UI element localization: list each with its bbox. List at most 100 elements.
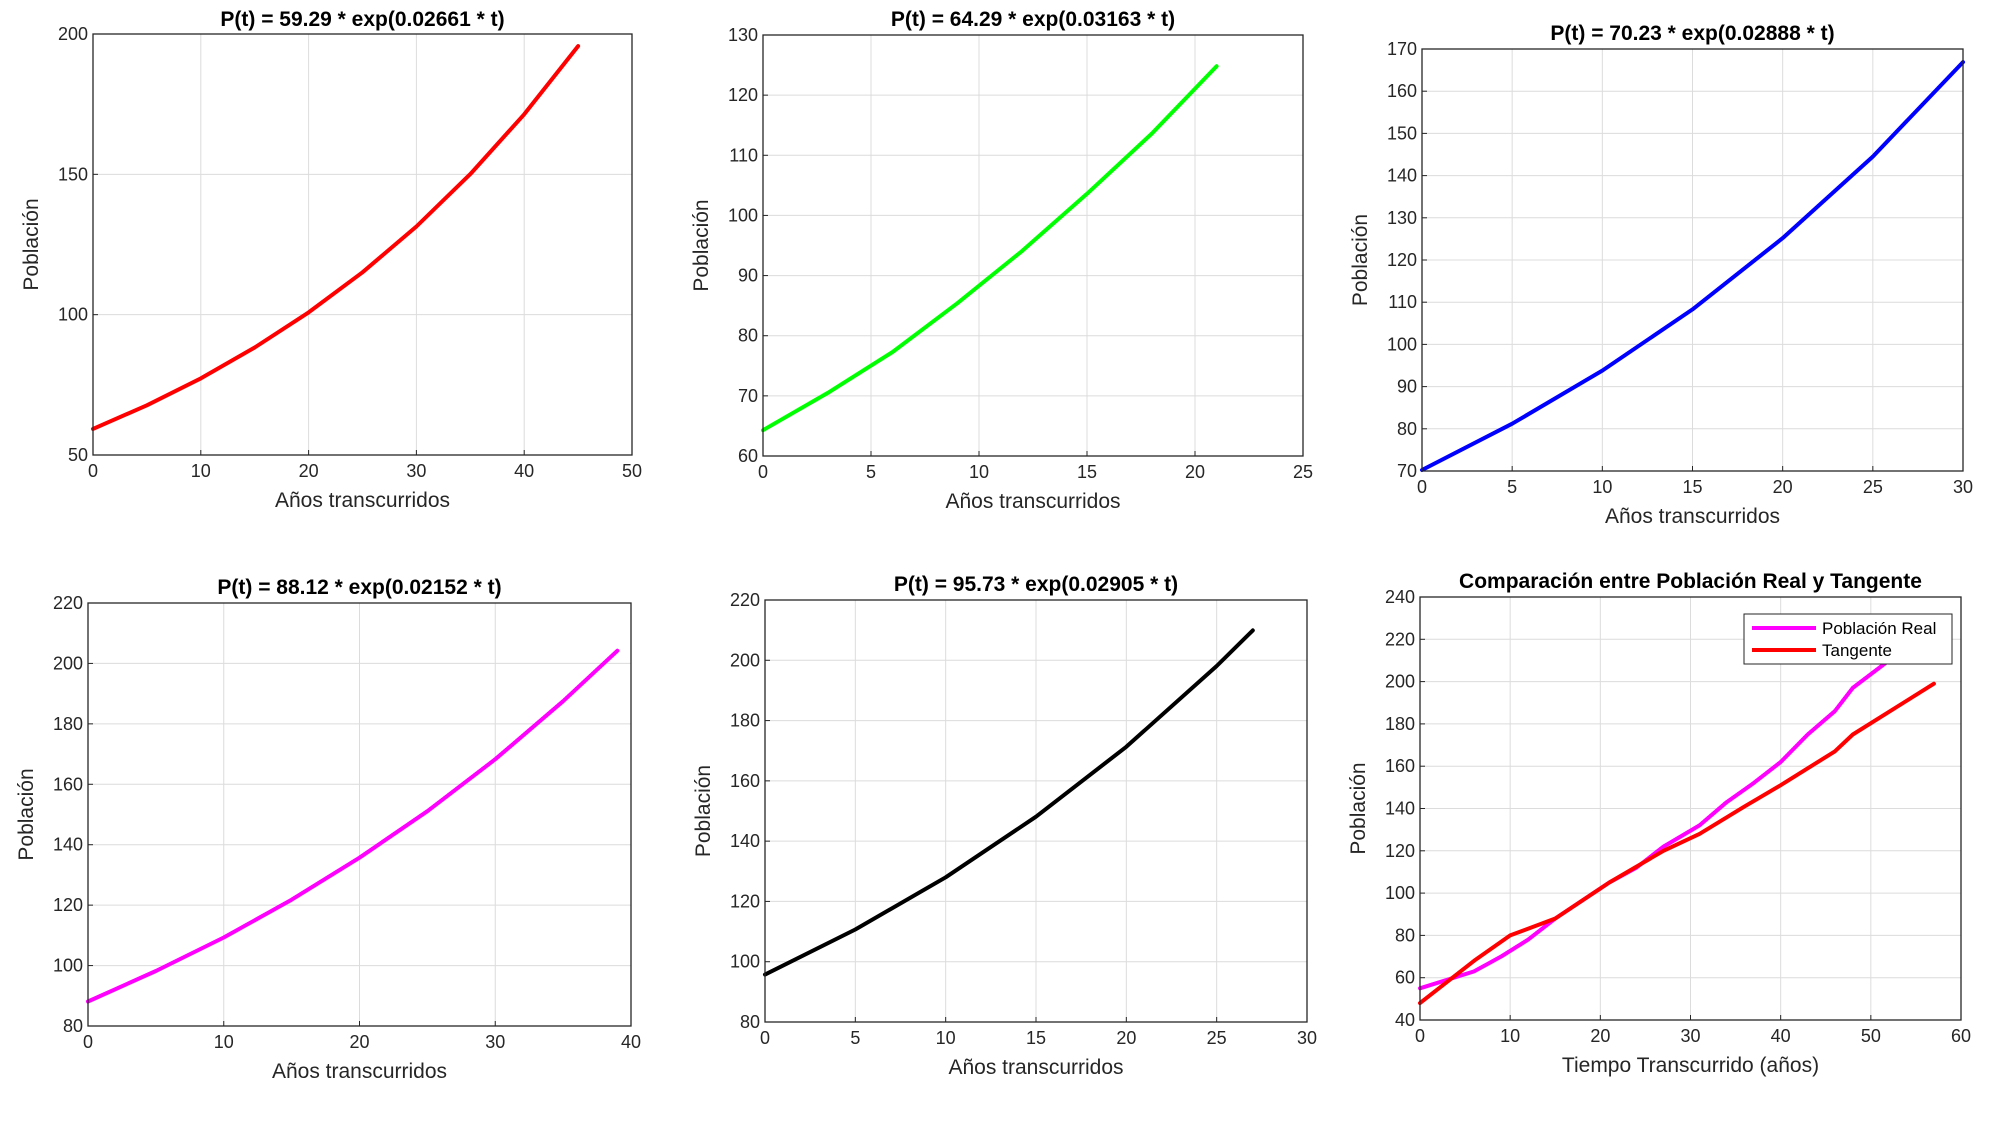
y-tick-label: 100 xyxy=(1385,883,1415,903)
axes-frame xyxy=(762,34,1304,457)
y-tick-label: 70 xyxy=(738,386,758,406)
y-tick-label: 90 xyxy=(1397,377,1417,397)
x-tick-label: 10 xyxy=(214,1032,234,1052)
y-tick-label: 40 xyxy=(1395,1010,1415,1030)
x-tick-label: 20 xyxy=(299,461,319,481)
x-axis-label: Años transcurridos xyxy=(948,1056,1123,1079)
x-tick-label: 0 xyxy=(758,462,768,482)
y-tick-label: 100 xyxy=(730,952,760,972)
y-tick-label: 200 xyxy=(1385,672,1415,692)
axes-frame xyxy=(92,33,633,456)
x-tick-label: 30 xyxy=(406,461,426,481)
y-tick-label: 160 xyxy=(53,774,83,794)
chart-5: 0 5 10 15 20 25 30 80 100 120 140 160 180 200 220 P(t) … xyxy=(692,573,1317,1079)
legend-label: Tangente xyxy=(1822,641,1892,660)
y-axis-label: Población xyxy=(20,198,43,290)
x-tick-label: 10 xyxy=(936,1028,956,1048)
series-line-1 xyxy=(763,628,1255,977)
x-tick-label: 40 xyxy=(621,1032,641,1052)
y-axis-label: Población xyxy=(1349,214,1372,306)
y-tick-label: 150 xyxy=(1387,123,1417,143)
x-tick-label: 10 xyxy=(191,461,211,481)
chart-title: P(t) = 59.29 * exp(0.02661 * t) xyxy=(220,8,504,31)
y-tick-label: 100 xyxy=(58,305,88,325)
y-tick-label: 200 xyxy=(730,650,760,670)
y-tick-label: 130 xyxy=(1387,208,1417,228)
chart-2: 0 5 10 15 20 25 60 70 80 90 100 110 120 130 P(t) = 64.… xyxy=(690,8,1313,513)
y-tick-label: 90 xyxy=(738,266,758,286)
plot-area xyxy=(763,35,1303,456)
y-tick-label: 140 xyxy=(730,831,760,851)
plot-area xyxy=(93,34,632,455)
chart-3: 0 5 10 15 20 25 30 70 80 90 100 110 120 130 140 150 160 1… xyxy=(1349,22,1973,528)
y-tick-label: 100 xyxy=(53,956,83,976)
y-tick-label: 70 xyxy=(1397,461,1417,481)
y-tick-label: 120 xyxy=(730,891,760,911)
chart-4: 0 10 20 30 40 80 100 120 140 160 180 200 220 P(t) = 8… xyxy=(15,576,641,1083)
chart-title: P(t) = 64.29 * exp(0.03163 * t) xyxy=(891,8,1175,31)
y-tick-label: 120 xyxy=(728,85,758,105)
y-tick-label: 80 xyxy=(740,1012,760,1032)
series-line-1 xyxy=(1418,658,1891,991)
y-tick-label: 140 xyxy=(1387,166,1417,186)
y-tick-label: 170 xyxy=(1387,39,1417,59)
series-line-2 xyxy=(1418,681,1936,1006)
x-tick-label: 15 xyxy=(1077,462,1097,482)
x-axis-label: Años transcurridos xyxy=(275,489,450,512)
y-axis-label: Población xyxy=(15,768,38,860)
y-tick-label: 120 xyxy=(53,895,83,915)
x-tick-label: 20 xyxy=(1773,477,1793,497)
series-line-1 xyxy=(1420,60,1965,472)
y-tick-label: 100 xyxy=(1387,334,1417,354)
x-tick-label: 0 xyxy=(88,461,98,481)
x-tick-label: 25 xyxy=(1207,1028,1227,1048)
x-tick-label: 25 xyxy=(1293,462,1313,482)
y-tick-label: 200 xyxy=(58,24,88,44)
x-tick-label: 30 xyxy=(1297,1028,1317,1048)
x-tick-label: 10 xyxy=(1500,1026,1520,1046)
y-tick-label: 80 xyxy=(63,1016,83,1036)
x-tick-label: 25 xyxy=(1863,477,1883,497)
y-tick-label: 180 xyxy=(730,711,760,731)
legend-box xyxy=(1743,613,1953,665)
y-tick-label: 160 xyxy=(1385,756,1415,776)
y-tick-label: 140 xyxy=(1385,799,1415,819)
series-line-1 xyxy=(761,64,1219,433)
y-axis-label: Población xyxy=(690,199,713,291)
legend: Población Real Tangente xyxy=(1743,613,1953,665)
x-tick-label: 30 xyxy=(1680,1026,1700,1046)
x-axis-label: Años transcurridos xyxy=(272,1060,447,1083)
y-tick-label: 80 xyxy=(738,326,758,346)
chart-6: 0 10 20 30 40 50 60 40 60 80 100 120 140 160 180 200 220… xyxy=(1347,570,1971,1077)
x-tick-label: 5 xyxy=(1507,477,1517,497)
y-axis-label: Población xyxy=(692,765,715,857)
x-axis-label: Años transcurridos xyxy=(945,490,1120,513)
x-tick-label: 15 xyxy=(1682,477,1702,497)
x-tick-label: 5 xyxy=(850,1028,860,1048)
chart-title: P(t) = 95.73 * exp(0.02905 * t) xyxy=(894,573,1178,596)
x-tick-label: 0 xyxy=(1415,1026,1425,1046)
x-tick-label: 20 xyxy=(349,1032,369,1052)
y-tick-label: 240 xyxy=(1385,587,1415,607)
x-tick-label: 20 xyxy=(1185,462,1205,482)
x-tick-label: 0 xyxy=(1417,477,1427,497)
x-tick-label: 10 xyxy=(969,462,989,482)
y-tick-label: 220 xyxy=(730,590,760,610)
y-tick-label: 120 xyxy=(1387,250,1417,270)
x-tick-label: 50 xyxy=(1861,1026,1881,1046)
chart-title: P(t) = 88.12 * exp(0.02152 * t) xyxy=(217,576,501,599)
x-tick-label: 0 xyxy=(760,1028,770,1048)
x-tick-label: 40 xyxy=(1771,1026,1791,1046)
y-tick-label: 110 xyxy=(729,145,758,165)
y-axis-label: Población xyxy=(1347,762,1370,854)
x-tick-label: 50 xyxy=(622,461,642,481)
y-tick-label: 200 xyxy=(53,653,83,673)
y-tick-label: 110 xyxy=(1388,292,1417,312)
legend-label: Población Real xyxy=(1822,619,1936,638)
y-tick-label: 160 xyxy=(1387,81,1417,101)
x-tick-label: 15 xyxy=(1026,1028,1046,1048)
x-tick-label: 0 xyxy=(83,1032,93,1052)
y-tick-label: 140 xyxy=(53,835,83,855)
y-tick-label: 150 xyxy=(58,164,88,184)
